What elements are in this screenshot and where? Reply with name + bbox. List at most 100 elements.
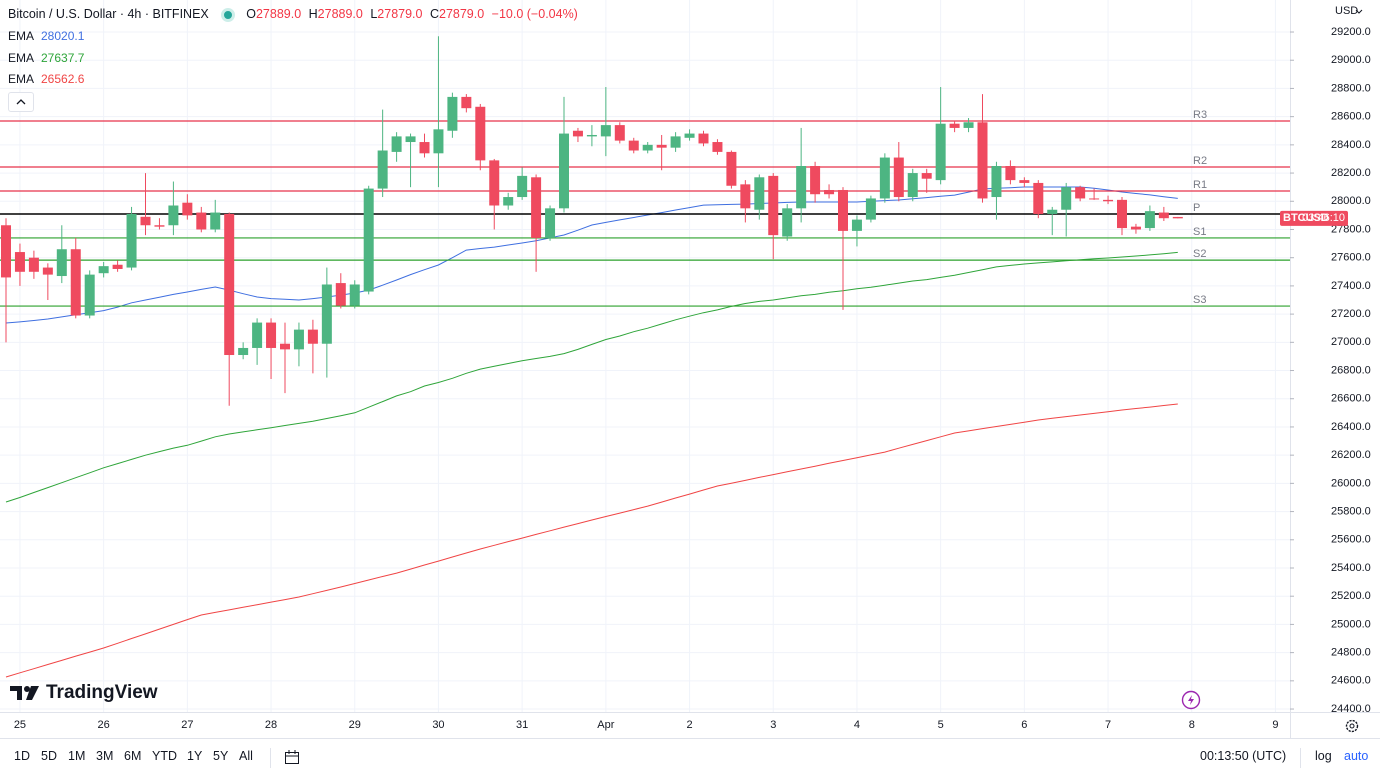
logo[interactable]: TradingView bbox=[10, 682, 158, 704]
candle-body bbox=[782, 208, 793, 237]
candle-body bbox=[112, 264, 123, 269]
gear-ring bbox=[1345, 719, 1359, 733]
candle-body bbox=[1033, 182, 1044, 214]
candle-body bbox=[461, 96, 472, 109]
candle-body bbox=[879, 157, 890, 199]
candle-body bbox=[363, 188, 374, 292]
candle-body bbox=[419, 142, 430, 154]
candle-body bbox=[14, 252, 25, 272]
candle-body bbox=[405, 136, 416, 143]
settings-gear[interactable] bbox=[1345, 719, 1359, 733]
range-button[interactable]: 1M bbox=[68, 749, 86, 763]
change: −10.0 (−0.04%) bbox=[491, 7, 578, 21]
market-status bbox=[220, 7, 235, 22]
candle-body bbox=[726, 151, 737, 186]
y-tick-label: 24800.0 bbox=[1331, 647, 1371, 659]
legend-row[interactable]: EMA 26562.6 bbox=[8, 72, 84, 86]
candle-body bbox=[475, 106, 486, 161]
ema-line bbox=[5, 251, 1178, 503]
x-tick-label: 25 bbox=[14, 719, 26, 731]
candle-body bbox=[1144, 211, 1155, 229]
candle-body bbox=[670, 136, 681, 148]
goto-date-icon[interactable] bbox=[284, 749, 300, 765]
alert-icon[interactable] bbox=[1181, 690, 1201, 710]
alert-bolt bbox=[1188, 695, 1194, 705]
legend-row[interactable]: EMA 28020.1 bbox=[8, 29, 84, 43]
x-tick-label: 27 bbox=[181, 719, 193, 731]
x-tick-label: 28 bbox=[265, 719, 277, 731]
legend-name: EMA bbox=[8, 72, 35, 86]
x-tick-label: 2 bbox=[686, 719, 692, 731]
y-tick-label: 28600.0 bbox=[1331, 111, 1371, 123]
currency-selector[interactable]: USD bbox=[1335, 5, 1358, 17]
symbol-header: Bitcoin / U.S. Dollar · 4h · BITFINEX O2… bbox=[8, 7, 582, 22]
candle-body bbox=[851, 219, 862, 231]
range-button[interactable]: 5Y bbox=[213, 749, 229, 763]
logo-icon bbox=[10, 686, 39, 700]
candle-body bbox=[684, 133, 695, 138]
candle-body bbox=[1047, 209, 1058, 214]
candle-body bbox=[865, 198, 876, 220]
candle-body bbox=[698, 133, 709, 144]
y-tick-label: 28800.0 bbox=[1331, 82, 1371, 94]
price-tag bbox=[1280, 210, 1348, 226]
candle-body bbox=[1117, 199, 1127, 229]
candle-body bbox=[266, 322, 277, 348]
candle-body bbox=[196, 212, 207, 230]
y-tick-label: 27600.0 bbox=[1331, 252, 1371, 264]
candle-body bbox=[1005, 166, 1016, 181]
x-tick-label: 30 bbox=[432, 719, 444, 731]
range-button[interactable]: YTD bbox=[152, 749, 177, 763]
candle-body bbox=[712, 142, 723, 152]
legend-value: 28020.1 bbox=[41, 29, 85, 43]
ohlc-value: 27879.0 bbox=[439, 7, 485, 21]
candle-body bbox=[754, 177, 765, 210]
symbol-title[interactable]: Bitcoin / U.S. Dollar · 4h · BITFINEX bbox=[8, 7, 209, 21]
y-tick-label: 27000.0 bbox=[1331, 336, 1371, 348]
range-button[interactable]: 1Y bbox=[187, 749, 203, 763]
range-button[interactable]: 1D bbox=[14, 749, 30, 763]
ohlc-label: H bbox=[308, 7, 318, 21]
candle-body bbox=[949, 123, 960, 128]
x-tick-label: 26 bbox=[98, 719, 110, 731]
x-tick-label: 7 bbox=[1105, 719, 1111, 731]
candle-body bbox=[614, 125, 625, 141]
legend-name: EMA bbox=[8, 29, 35, 43]
y-tick-label: 27200.0 bbox=[1331, 308, 1371, 320]
range-button[interactable]: All bbox=[239, 749, 253, 763]
y-tick-label: 29200.0 bbox=[1331, 26, 1371, 38]
legend-row[interactable]: EMA 27637.7 bbox=[8, 51, 84, 65]
candle-body bbox=[70, 249, 81, 316]
price-axis-bg bbox=[1290, 0, 1380, 738]
auto-toggle[interactable]: auto bbox=[1344, 749, 1369, 763]
candle-body bbox=[335, 283, 346, 306]
range-button[interactable]: 5D bbox=[41, 749, 57, 763]
candle-body bbox=[391, 136, 402, 152]
candle-body bbox=[572, 130, 583, 137]
candle-body bbox=[349, 284, 360, 306]
y-tick-label: 28400.0 bbox=[1331, 139, 1371, 151]
separator bbox=[270, 748, 271, 768]
candle-body bbox=[377, 150, 388, 189]
log-toggle[interactable]: log bbox=[1315, 749, 1332, 763]
ohlc-value: 27879.0 bbox=[377, 7, 423, 21]
pivot-label: R1 bbox=[1193, 179, 1207, 191]
currency-caret bbox=[1355, 9, 1363, 14]
collapse-legend[interactable] bbox=[8, 92, 34, 112]
legend-name: EMA bbox=[8, 51, 35, 65]
y-tick-label: 27800.0 bbox=[1331, 223, 1371, 235]
ema-line bbox=[5, 186, 1178, 324]
legend-value: 27637.7 bbox=[41, 51, 85, 65]
candle-body bbox=[489, 160, 500, 206]
price-tag-countdown: 03:46:10 bbox=[1302, 212, 1345, 224]
candle-body bbox=[656, 144, 667, 148]
y-tick-label: 24400.0 bbox=[1331, 703, 1371, 715]
range-button[interactable]: 3M bbox=[96, 749, 114, 763]
clock[interactable]: 00:13:50 (UTC) bbox=[1200, 749, 1287, 763]
x-tick-label: 29 bbox=[349, 719, 361, 731]
range-button[interactable]: 6M bbox=[124, 749, 142, 763]
candle-body bbox=[628, 140, 639, 151]
pivot-label: S2 bbox=[1193, 248, 1206, 260]
candle-body bbox=[586, 134, 597, 137]
candle-body bbox=[1158, 212, 1169, 219]
